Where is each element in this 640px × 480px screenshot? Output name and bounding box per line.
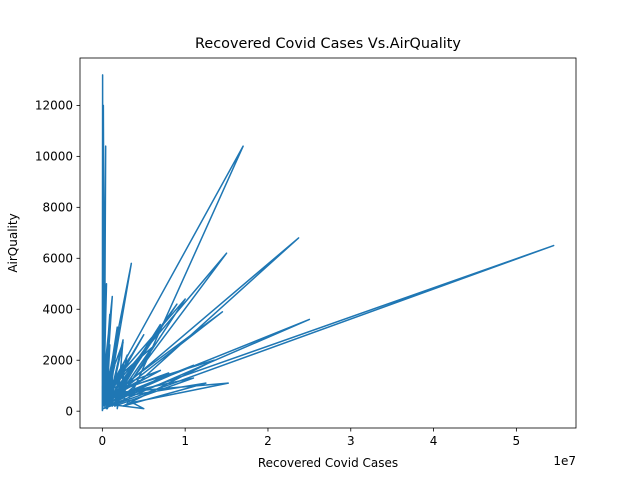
x-tick-label: 2: [264, 434, 272, 448]
y-tick-label: 6000: [42, 252, 73, 266]
y-tick-label: 8000: [42, 201, 73, 215]
y-tick-label: 2000: [42, 354, 73, 368]
x-tick-label: 4: [430, 434, 438, 448]
x-axis-offset-label: 1e7: [553, 454, 576, 468]
x-axis-label: Recovered Covid Cases: [258, 456, 398, 470]
x-axis: 0 1 2 3 4 5: [99, 428, 521, 448]
chart-title: Recovered Covid Cases Vs.AirQuality: [195, 36, 461, 52]
x-tick-label: 3: [347, 434, 355, 448]
y-tick-label: 0: [65, 404, 73, 418]
y-tick-label: 12000: [35, 99, 73, 113]
x-tick-label: 5: [513, 434, 521, 448]
x-tick-label: 1: [181, 434, 189, 448]
y-tick-label: 4000: [42, 303, 73, 317]
axes-frame: [79, 57, 577, 429]
series-line-0: [101, 74, 555, 412]
y-axis: 0 2000 4000 6000 8000 10000 12000: [35, 99, 80, 418]
y-axis-label: AirQuality: [6, 213, 20, 272]
plot-area: [101, 74, 555, 412]
y-tick-label: 10000: [35, 150, 73, 164]
x-tick-label: 0: [99, 434, 107, 448]
